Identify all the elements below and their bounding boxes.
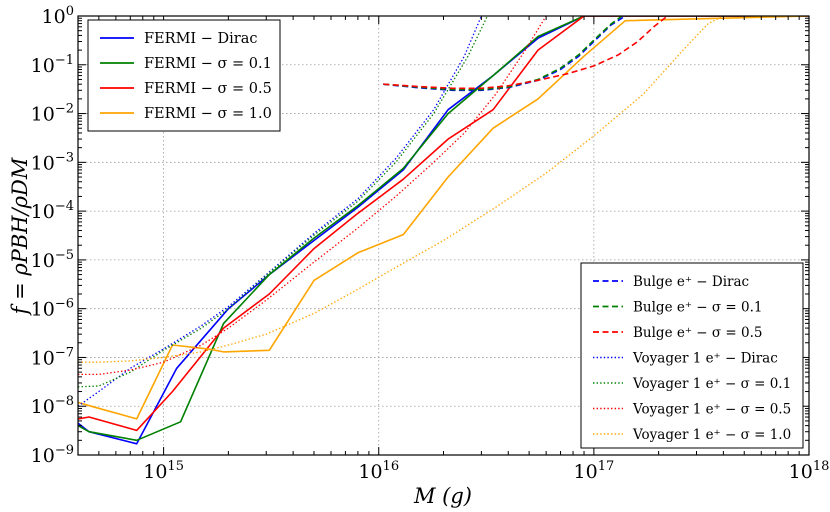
x-tick-label: 1018 bbox=[789, 459, 830, 483]
y-tick-label: 10−6 bbox=[31, 297, 74, 321]
legend-positron: Bulge e⁺ − Dirac Bulge e⁺ − σ = 0.1 Bulge … bbox=[580, 262, 804, 449]
y-tick-label: 10−2 bbox=[31, 102, 74, 126]
y-tick-label: 10−3 bbox=[31, 150, 74, 174]
series-bulge-dirac bbox=[383, 16, 626, 92]
series-fermi-s10 bbox=[78, 16, 809, 420]
legend-label-voyager-s01: Voyager 1 e⁺ − σ = 0.1 bbox=[632, 376, 791, 392]
x-tick-label: 1016 bbox=[358, 459, 399, 483]
legend-fermi: FERMI − Dirac FERMI − σ = 0.1 FERMI − σ = … bbox=[87, 19, 281, 132]
series-bulge-s01 bbox=[383, 16, 623, 91]
series-voyager-s01 bbox=[78, 16, 488, 388]
series-fermi-dirac bbox=[78, 16, 809, 445]
legend-label-fermi-dirac: FERMI − Dirac bbox=[144, 31, 257, 47]
y-tick-label: 10−9 bbox=[31, 443, 74, 467]
y-tick-label: 10−4 bbox=[31, 199, 74, 223]
y-tick-label: 10−1 bbox=[31, 53, 74, 77]
legend-box bbox=[580, 262, 804, 449]
y-tick-label: 10−7 bbox=[31, 345, 74, 369]
x-tick-label: 1017 bbox=[574, 459, 615, 483]
x-axis-label: M (g) bbox=[413, 484, 472, 508]
series-bulge-s05 bbox=[383, 16, 668, 90]
plot-series bbox=[78, 16, 809, 445]
y-tick-label: 100 bbox=[42, 4, 74, 28]
legend-label-bulge-dirac: Bulge e⁺ − Dirac bbox=[633, 274, 749, 290]
legend-label-voyager-s05: Voyager 1 e⁺ − σ = 0.5 bbox=[632, 402, 791, 418]
y-axis-label: f = ρPBH/ρDM bbox=[8, 157, 32, 316]
legend-label-voyager-dirac: Voyager 1 e⁺ − Dirac bbox=[632, 351, 778, 367]
x-axis-label-text: M (g) bbox=[413, 484, 472, 508]
series-fermi-s01 bbox=[78, 16, 809, 442]
legend-label-fermi-s05: FERMI − σ = 0.5 bbox=[144, 81, 272, 97]
legend-label-bulge-s01: Bulge e⁺ − σ = 0.1 bbox=[633, 300, 762, 316]
legend-label-fermi-s10: FERMI − σ = 1.0 bbox=[144, 106, 272, 122]
axis-ticks: 1015 1016 1017 1018 100 10−1 10−2 10−3 10−4 10−5 1… bbox=[31, 4, 830, 483]
legend-label-bulge-s05: Bulge e⁺ − σ = 0.5 bbox=[633, 325, 762, 341]
y-tick-label: 10−8 bbox=[31, 394, 74, 418]
legend-label-voyager-s10: Voyager 1 e⁺ − σ = 1.0 bbox=[632, 427, 791, 443]
y-axis-label-text: f = ρPBH/ρDM bbox=[8, 157, 32, 316]
legend-label-fermi-s01: FERMI − σ = 0.1 bbox=[144, 56, 272, 72]
series-fermi-s05 bbox=[78, 16, 809, 432]
series-voyager-s10 bbox=[78, 16, 724, 363]
y-tick-label: 10−5 bbox=[31, 248, 74, 272]
x-tick-label: 1015 bbox=[143, 459, 184, 483]
